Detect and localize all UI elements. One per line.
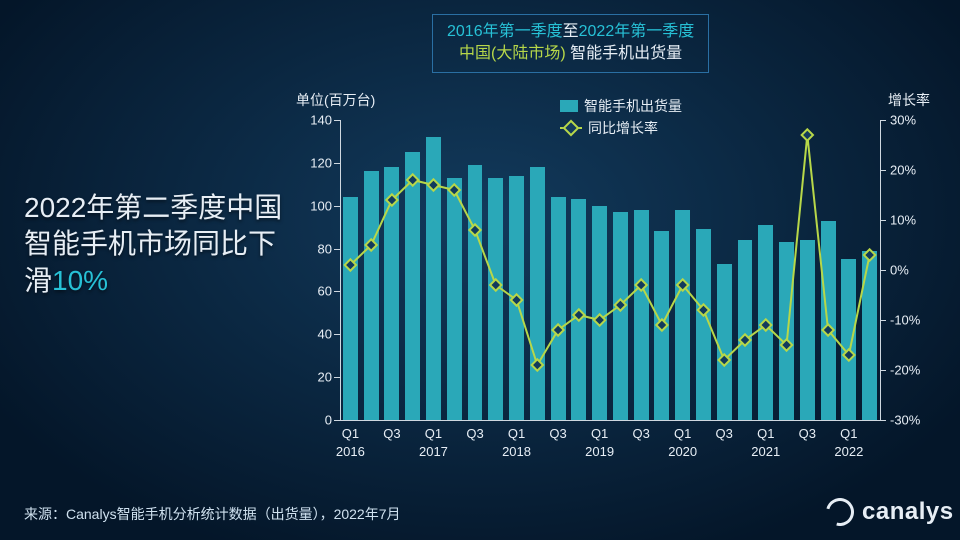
x-tick: Q3 xyxy=(466,426,483,441)
y-right-tick: 20% xyxy=(890,163,940,178)
y-left-tick: 40 xyxy=(292,327,332,342)
bar xyxy=(468,165,483,420)
y-left-tick: 120 xyxy=(292,155,332,170)
y-right-tick: 0% xyxy=(890,263,940,278)
canalys-logo-text: canalys xyxy=(862,498,954,526)
bar xyxy=(841,259,856,420)
x-year-label: 2019 xyxy=(585,444,614,459)
bar xyxy=(343,197,358,420)
bar xyxy=(447,178,462,420)
bar xyxy=(738,240,753,420)
bar xyxy=(758,225,773,420)
bar xyxy=(384,167,399,420)
legend-bar-swatch xyxy=(560,100,578,112)
bar xyxy=(405,152,420,420)
y-right-tick: 10% xyxy=(890,213,940,228)
bar xyxy=(862,251,877,420)
bar xyxy=(530,167,545,420)
x-year-label: 2021 xyxy=(751,444,780,459)
bar xyxy=(426,137,441,420)
x-tick: Q3 xyxy=(632,426,649,441)
y-axis-right-title: 增长率 xyxy=(888,90,930,110)
x-tick: Q1 xyxy=(342,426,359,441)
bar xyxy=(717,264,732,420)
bar xyxy=(571,199,586,420)
source-citation: 来源：Canalys智能手机分析统计数据（出货量），2022年7月 xyxy=(24,504,401,524)
canalys-logo-mark xyxy=(821,493,859,531)
bar xyxy=(779,242,794,420)
bar xyxy=(592,206,607,420)
x-tick: Q1 xyxy=(591,426,608,441)
x-tick: Q1 xyxy=(425,426,442,441)
x-tick: Q3 xyxy=(799,426,816,441)
y-left-tick: 80 xyxy=(292,241,332,256)
combo-chart: 020406080100120140-30%-20%-10%0%10%20%30… xyxy=(340,120,880,420)
x-year-label: 2016 xyxy=(336,444,365,459)
bar xyxy=(821,221,836,420)
y-left-tick: 100 xyxy=(292,198,332,213)
x-tick: Q1 xyxy=(757,426,774,441)
y-right-tick: -20% xyxy=(890,363,940,378)
headline-text: 2022年第二季度中国智能手机市场同比下滑10% xyxy=(24,190,284,299)
x-year-label: 2020 xyxy=(668,444,697,459)
header-region: 中国(大陆市场) xyxy=(459,45,566,62)
x-tick: Q1 xyxy=(674,426,691,441)
bar xyxy=(696,229,711,420)
y-right-tick: -30% xyxy=(890,413,940,428)
bar xyxy=(800,240,815,420)
legend-bars: 智能手机出货量 xyxy=(560,96,682,116)
y-left-tick: 140 xyxy=(292,113,332,128)
x-tick: Q3 xyxy=(716,426,733,441)
header-metric: 智能手机出货量 xyxy=(570,45,682,62)
bar xyxy=(509,176,524,420)
x-year-label: 2017 xyxy=(419,444,448,459)
y-right-tick: 30% xyxy=(890,113,940,128)
y-right-tick: -10% xyxy=(890,313,940,328)
slide-stage: 2016年第一季度至2022年第一季度 中国(大陆市场) 智能手机出货量 202… xyxy=(0,0,960,540)
bar xyxy=(675,210,690,420)
bar xyxy=(551,197,566,420)
header-period-start: 2016年第一季度 xyxy=(447,23,563,40)
bar xyxy=(634,210,649,420)
y-left-tick: 60 xyxy=(292,284,332,299)
bar xyxy=(364,171,379,420)
x-tick: Q1 xyxy=(840,426,857,441)
header-date-range-box: 2016年第一季度至2022年第一季度 中国(大陆市场) 智能手机出货量 xyxy=(432,14,709,73)
x-tick: Q3 xyxy=(383,426,400,441)
header-period-end: 2022年第一季度 xyxy=(579,23,695,40)
y-axis-left-title: 单位(百万台) xyxy=(296,90,375,110)
y-left-tick: 20 xyxy=(292,370,332,385)
canalys-logo: canalys xyxy=(826,498,954,526)
x-tick: Q1 xyxy=(508,426,525,441)
x-year-label: 2018 xyxy=(502,444,531,459)
bar xyxy=(654,231,669,420)
x-year-label: 2022 xyxy=(834,444,863,459)
bar xyxy=(613,212,628,420)
y-left-tick: 0 xyxy=(292,413,332,428)
legend-bar-label: 智能手机出货量 xyxy=(584,96,682,116)
bar xyxy=(488,178,503,420)
header-period-sep: 至 xyxy=(563,23,579,40)
x-tick: Q3 xyxy=(549,426,566,441)
